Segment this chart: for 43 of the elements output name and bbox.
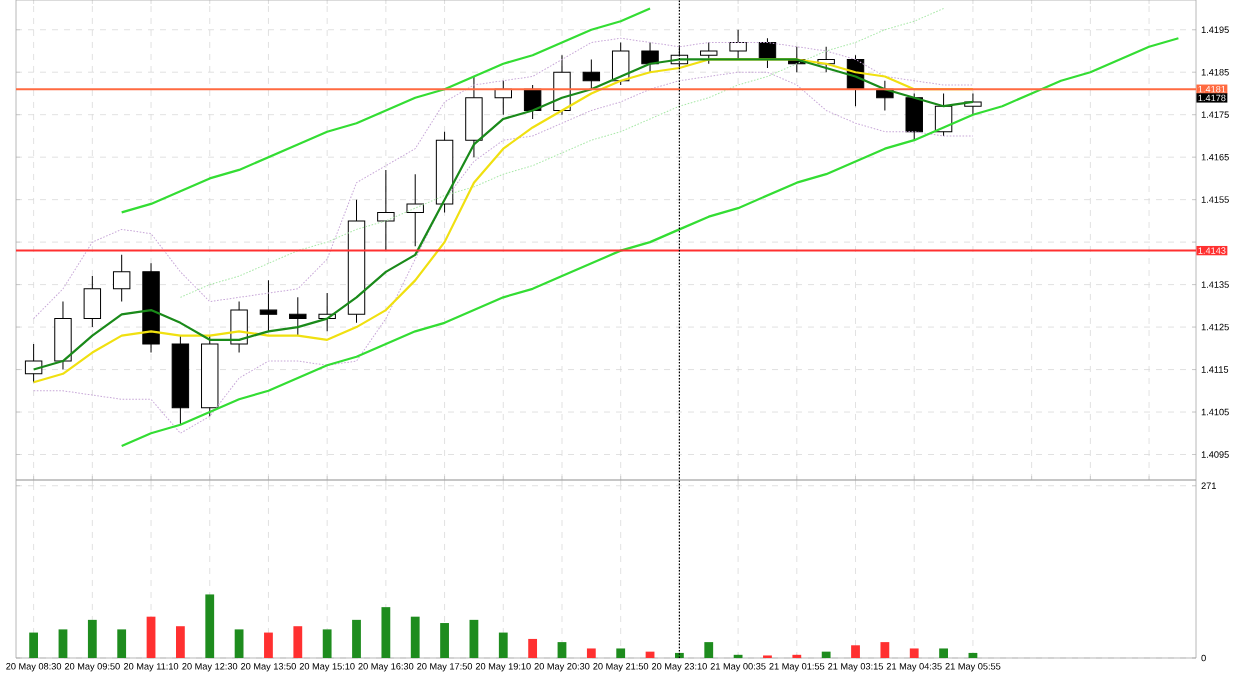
candlestick: [700, 41, 718, 65]
candlestick: [54, 301, 72, 371]
bar: [880, 642, 890, 658]
candlestick: [24, 343, 43, 383]
bar: [410, 616, 420, 658]
candlestick: [112, 254, 131, 303]
bar: [586, 648, 596, 658]
bar: [557, 642, 567, 658]
bar: [352, 619, 361, 658]
bar: [528, 638, 538, 658]
bar: [616, 648, 626, 658]
bar: [175, 626, 185, 658]
bar: [939, 648, 948, 658]
candlestick: [905, 92, 923, 141]
bar: [146, 616, 156, 658]
candlestick: [289, 296, 307, 337]
bar: [440, 623, 449, 658]
bar: [704, 642, 714, 658]
candlestick: [729, 29, 747, 60]
line-series: [33, 71, 974, 434]
bar: [87, 619, 97, 658]
candlestick: [582, 58, 601, 90]
bar: [674, 652, 684, 658]
bar: [29, 632, 39, 658]
bar: [234, 629, 244, 658]
bar: [117, 629, 127, 658]
bar: [498, 632, 508, 658]
bar: [469, 619, 479, 658]
bar: [264, 632, 273, 658]
bar: [909, 648, 919, 658]
bar: [381, 607, 391, 658]
bar: [851, 645, 860, 658]
bar: [293, 626, 303, 658]
candlestick: [259, 279, 278, 332]
candlestick: [377, 169, 395, 252]
bar: [322, 629, 332, 658]
candlestick: [83, 275, 102, 328]
bar: [58, 629, 68, 658]
candlestick: [406, 173, 424, 247]
bar: [205, 594, 215, 658]
candlestick: [641, 41, 659, 73]
candlestick: [465, 75, 483, 158]
bar: [821, 651, 831, 658]
